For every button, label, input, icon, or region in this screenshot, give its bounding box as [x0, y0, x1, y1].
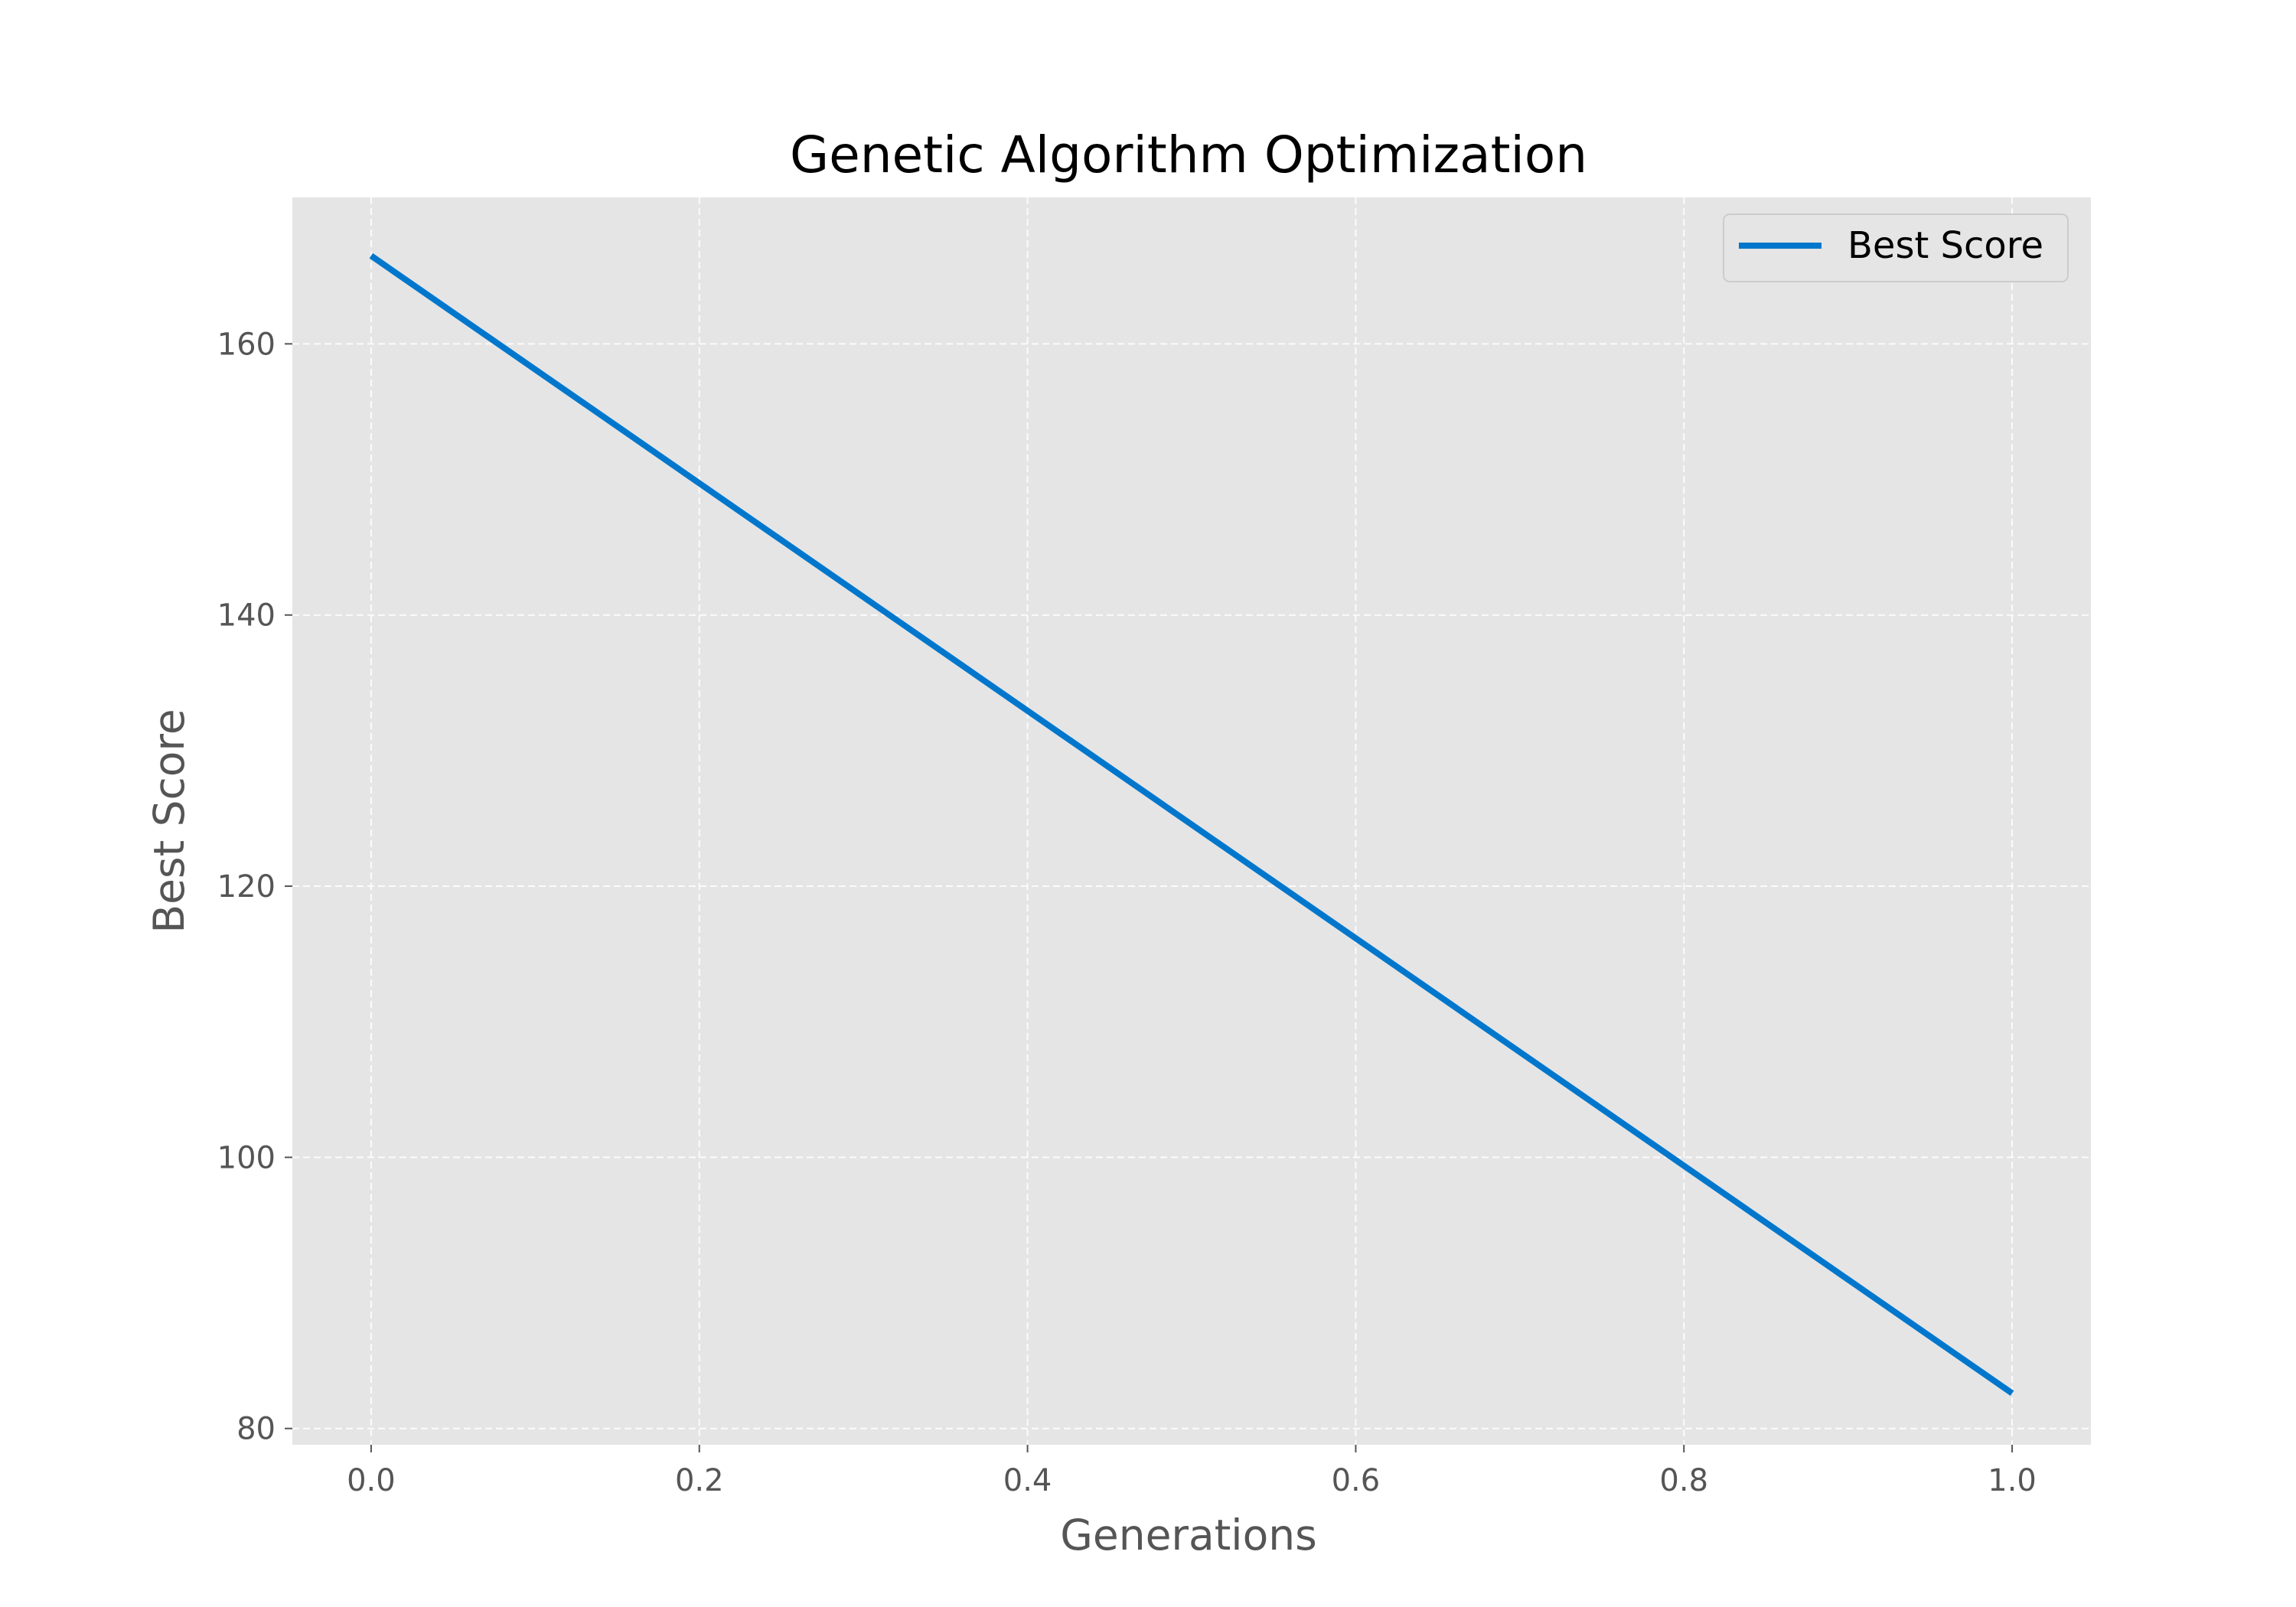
x-tick-label: 0.0 [347, 1463, 396, 1498]
chart-title: Genetic Algorithm Optimization [790, 125, 1587, 184]
series-line-best-score [369, 253, 2014, 1396]
ticks-layer: 0.0 0.2 0.4 0.6 0.8 1.0 80 100 120 140 160 [217, 327, 2037, 1498]
x-tick-label: 1.0 [1988, 1463, 2037, 1498]
y-tick-label: 100 [217, 1140, 276, 1175]
legend: Best Score [1723, 214, 2069, 282]
y-tick-label: 140 [217, 598, 276, 634]
x-tick-label: 0.6 [1332, 1463, 1381, 1498]
y-axis-label: Best Score [145, 709, 194, 933]
x-tick-label: 0.2 [675, 1463, 724, 1498]
grid-layer [292, 197, 2091, 1445]
y-tick-label: 120 [217, 869, 276, 905]
legend-label: Best Score [1848, 224, 2043, 267]
x-tick-label: 0.4 [1003, 1463, 1052, 1498]
y-tick-label: 80 [236, 1412, 276, 1447]
x-tick-label: 0.8 [1659, 1463, 1708, 1498]
series-layer [369, 253, 2014, 1396]
legend-box [1723, 214, 2069, 282]
x-axis-label: Generations [1060, 1511, 1316, 1560]
y-tick-label: 160 [217, 327, 276, 362]
